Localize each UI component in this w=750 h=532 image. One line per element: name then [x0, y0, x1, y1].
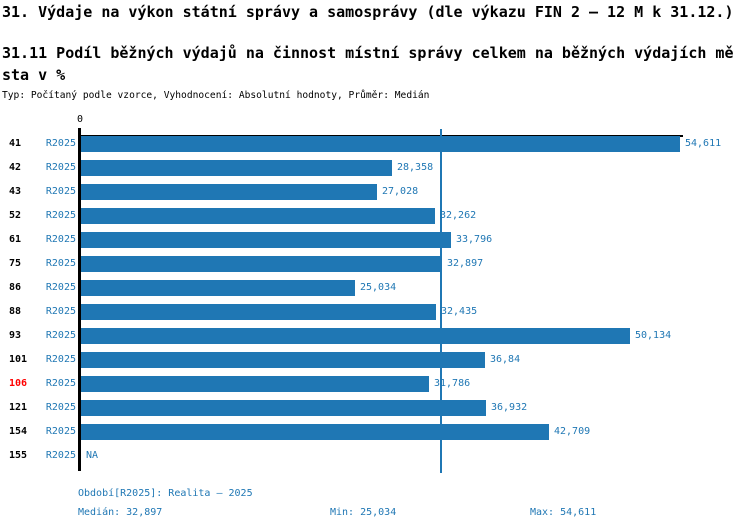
bar: [81, 280, 355, 296]
category-label: 93: [9, 330, 22, 341]
chart-title: 31. Výdaje na výkon státní správy a samo…: [2, 3, 734, 21]
category-label: 61: [9, 234, 22, 245]
series-period-label: R2025: [45, 186, 76, 197]
series-period-label: R2025: [45, 234, 76, 245]
series-period-label: R2025: [45, 402, 76, 413]
chart-row: 75 R2025 32,897: [0, 256, 750, 272]
chart-row: 93 R2025 50,134: [0, 328, 750, 344]
series-period-label: R2025: [45, 306, 76, 317]
bar: [81, 136, 680, 152]
category-label: 52: [9, 210, 22, 221]
series-period-label: R2025: [45, 210, 76, 221]
bar: [81, 424, 549, 440]
value-label: 32,435: [441, 306, 478, 317]
chart-row: 88 R2025 32,435: [0, 304, 750, 320]
chart-row: 121 R2025 36,932: [0, 400, 750, 416]
bar: [81, 184, 377, 200]
series-period-label: R2025: [45, 138, 76, 149]
bar: [81, 352, 485, 368]
category-label: 88: [9, 306, 22, 317]
category-label: 154: [9, 426, 28, 437]
y-axis-line: [78, 128, 81, 471]
bar: [81, 376, 429, 392]
chart-meta-info: Typ: Počítaný podle vzorce, Vyhodnocení:…: [2, 90, 430, 101]
chart-row: 101 R2025 36,84: [0, 352, 750, 368]
chart-row: 154 R2025 42,709: [0, 424, 750, 440]
bar: [81, 304, 436, 320]
category-label: 75: [9, 258, 22, 269]
footer-max-stat: Max: 54,611: [530, 507, 597, 518]
bar: [81, 208, 435, 224]
value-label: 31,786: [434, 378, 471, 389]
chart-row: 61 R2025 33,796: [0, 232, 750, 248]
chart-row: 52 R2025 32,262: [0, 208, 750, 224]
chart-row: 155 R2025 NA: [0, 448, 750, 464]
value-label: 54,611: [685, 138, 722, 149]
value-label: 32,897: [447, 258, 484, 269]
value-label: 32,262: [440, 210, 477, 221]
chart-row: 43 R2025 27,028: [0, 184, 750, 200]
value-label: 50,134: [635, 330, 672, 341]
chart-row: 42 R2025 28,358: [0, 160, 750, 176]
footer-period-info: Období[R2025]: Realita – 2025: [78, 488, 253, 499]
median-reference-line: [440, 129, 442, 473]
category-label: 41: [9, 138, 22, 149]
series-period-label: R2025: [45, 330, 76, 341]
category-label: 101: [9, 354, 28, 365]
series-period-label: R2025: [45, 378, 76, 389]
chart-row: 106 R2025 31,786: [0, 376, 750, 392]
category-label: 86: [9, 282, 22, 293]
bar: [81, 400, 486, 416]
bar: [81, 232, 451, 248]
series-period-label: R2025: [45, 162, 76, 173]
category-label: 43: [9, 186, 22, 197]
value-label: 42,709: [554, 426, 591, 437]
series-period-label: R2025: [45, 354, 76, 365]
bar: [81, 256, 442, 272]
chart-subtitle-line-2: sta v %: [2, 66, 66, 84]
chart-row: 86 R2025 25,034: [0, 280, 750, 296]
series-period-label: R2025: [45, 426, 76, 437]
footer-min-stat: Min: 25,034: [330, 507, 397, 518]
footer-median-stat: Medián: 32,897: [78, 507, 163, 518]
value-label: 25,034: [360, 282, 397, 293]
category-label: 42: [9, 162, 22, 173]
category-label: 121: [9, 402, 28, 413]
value-label: 33,796: [456, 234, 493, 245]
bar: [81, 328, 630, 344]
series-period-label: R2025: [45, 450, 76, 461]
value-label: NA: [86, 450, 99, 461]
chart-row: 41 R2025 54,611: [0, 136, 750, 152]
x-axis-zero-tick-label: 0: [76, 114, 84, 125]
category-label: 155: [9, 450, 28, 461]
category-label-highlighted: 106: [9, 378, 28, 389]
value-label: 36,84: [490, 354, 521, 365]
value-label: 27,028: [382, 186, 419, 197]
value-label: 28,358: [397, 162, 434, 173]
series-period-label: R2025: [45, 258, 76, 269]
chart-subtitle-line-1: 31.11 Podíl běžných výdajů na činnost mí…: [2, 44, 734, 62]
bar: [81, 160, 392, 176]
value-label: 36,932: [491, 402, 528, 413]
series-period-label: R2025: [45, 282, 76, 293]
